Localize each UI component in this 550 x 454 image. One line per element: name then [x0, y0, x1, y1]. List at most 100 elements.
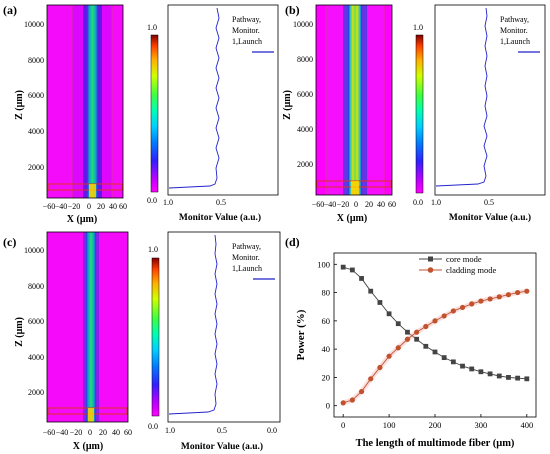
- ytick-label-d: 80: [322, 288, 331, 298]
- ytick-c-4000: 4000: [28, 353, 44, 362]
- point-core-mode: [478, 369, 484, 375]
- point-core-mode: [359, 276, 364, 281]
- point-cladding-mode: [469, 301, 475, 307]
- xtick-b-60: 60: [388, 200, 396, 209]
- xtick-c-m40: −40: [56, 428, 69, 437]
- field-map-a: [46, 4, 124, 199]
- xtick-c-m20: −20: [70, 428, 83, 437]
- xtick-b-m60: −60: [312, 200, 325, 209]
- xtick-b-m40: −40: [324, 200, 337, 209]
- xtick-label-d: 100: [383, 420, 396, 430]
- xtick-a-20: 20: [97, 202, 105, 211]
- mtick-b-1: 1.0: [431, 198, 441, 207]
- xlabel-c: X (μm): [73, 441, 103, 452]
- point-cladding-mode: [505, 292, 512, 298]
- ytick-label-d: 60: [322, 316, 331, 326]
- point-core-mode: [386, 311, 392, 317]
- ytick-b-8000: 8000: [297, 55, 313, 64]
- xtick-a-0: 0: [87, 202, 91, 211]
- panel-letter-c: (c): [3, 235, 16, 249]
- point-core-mode: [496, 373, 502, 379]
- ytick-a-6000: 6000: [28, 91, 44, 100]
- point-cladding-mode: [432, 318, 438, 324]
- xtick-label-d: 0: [341, 420, 345, 430]
- point-cladding-mode: [423, 323, 429, 330]
- ytick-a-2000: 2000: [28, 163, 44, 172]
- mtick-a-05: 0.5: [216, 198, 226, 207]
- ylabel-d: Power (%): [295, 309, 307, 360]
- monitor-xlabel-a: Monitor Value (a.u.): [179, 212, 261, 223]
- ytick-a-10000: 10000: [24, 20, 44, 29]
- panel-a: 1.0 0.0 Z (μm) 10000 8000 6000 4000 2000…: [14, 4, 279, 225]
- colorbar-c: 1.0 0.0: [148, 245, 160, 431]
- xtick-b-20: 20: [365, 200, 373, 209]
- colorbar-b: 1.0 0.0: [413, 23, 424, 207]
- series-d: [340, 264, 530, 406]
- point-cladding-mode: [478, 298, 484, 304]
- point-cladding-mode: [515, 289, 521, 296]
- xtick-c-0: 0: [88, 428, 92, 437]
- legend-c-line3: 1,Launch: [232, 264, 262, 273]
- point-core-mode: [441, 355, 447, 361]
- point-core-mode: [340, 264, 346, 270]
- panel-c: 1.0 0.0 Z (μm) 10000 8000 6000 4000 2000…: [14, 231, 281, 452]
- point-core-mode: [515, 375, 521, 381]
- point-cladding-mode: [386, 353, 392, 359]
- colorbar-top-b: 1.0: [413, 23, 423, 32]
- colorbar-a: 1.0 0.0: [147, 23, 159, 205]
- monitor-line-b: [435, 7, 488, 187]
- ytick-label-d: 0: [326, 401, 330, 411]
- mtick-c-05: 0.5: [217, 426, 227, 435]
- ytick-label-d: 40: [322, 344, 331, 354]
- ytick-c-6000: 6000: [28, 317, 44, 326]
- colorbar-bottom-c: 0.0: [148, 422, 158, 431]
- xtick-b-m20: −20: [337, 200, 350, 209]
- xlabel-b: X (μm): [337, 213, 367, 224]
- legend-label-core: core mode: [446, 254, 482, 264]
- point-core-mode: [405, 329, 410, 335]
- colorbar-top-c: 1.0: [148, 245, 158, 254]
- ylabel-b: Z (μm): [282, 90, 293, 120]
- point-cladding-mode: [487, 296, 493, 302]
- monitor-line-a: [168, 7, 220, 189]
- field-map-b: [315, 4, 393, 196]
- xtick-label-d: 200: [429, 420, 442, 430]
- legend-c-line1: Pathway,: [232, 242, 261, 251]
- colorbar-top-a: 1.0: [147, 23, 157, 32]
- ylabel-a: Z (μm): [14, 90, 25, 120]
- point-cladding-mode: [404, 336, 411, 342]
- legend-marker-cladding: [427, 267, 434, 273]
- point-cladding-mode: [450, 308, 456, 314]
- monitor-a: Pathway, Monitor. 1,Launch 1.0 0.5 Monit…: [163, 4, 279, 223]
- mtick-a-1: 1.0: [163, 198, 173, 207]
- point-core-mode: [469, 366, 475, 372]
- xtick-c-40: 40: [112, 428, 120, 437]
- ytick-label-d: 100: [317, 259, 330, 269]
- point-cladding-mode: [368, 376, 374, 382]
- legend-a-line2: Monitor.: [232, 26, 260, 35]
- field-map-c: [46, 231, 129, 423]
- point-core-mode: [524, 376, 530, 382]
- point-core-mode: [395, 321, 401, 327]
- legend-b-line1: Pathway,: [500, 15, 529, 24]
- ytick-c-8000: 8000: [28, 282, 44, 291]
- ytick-b-10000: 10000: [293, 20, 313, 29]
- xtick-a-m40: −40: [55, 202, 68, 211]
- xtick-a-m60: −60: [43, 202, 56, 211]
- point-cladding-mode: [377, 364, 383, 371]
- monitor-xlabel-b: Monitor Value (a.u.): [449, 212, 531, 223]
- monitor-c: Pathway, Monitor. 1,Launch 1.0 0.5 0.0 M…: [165, 231, 281, 452]
- point-cladding-mode: [395, 345, 401, 351]
- mtick-c-0: 0.0: [267, 426, 277, 435]
- point-core-mode: [487, 371, 493, 377]
- point-core-mode: [414, 336, 420, 342]
- ylabel-c: Z (μm): [14, 317, 25, 347]
- point-core-mode: [377, 300, 383, 305]
- point-cladding-mode: [459, 304, 466, 311]
- panel-letter-d: (d): [285, 235, 300, 249]
- xlabel-a: X (μm): [67, 214, 97, 225]
- xtick-b-40: 40: [377, 200, 385, 209]
- ytick-a-4000: 4000: [28, 127, 44, 136]
- ytick-b-2000: 2000: [297, 160, 313, 169]
